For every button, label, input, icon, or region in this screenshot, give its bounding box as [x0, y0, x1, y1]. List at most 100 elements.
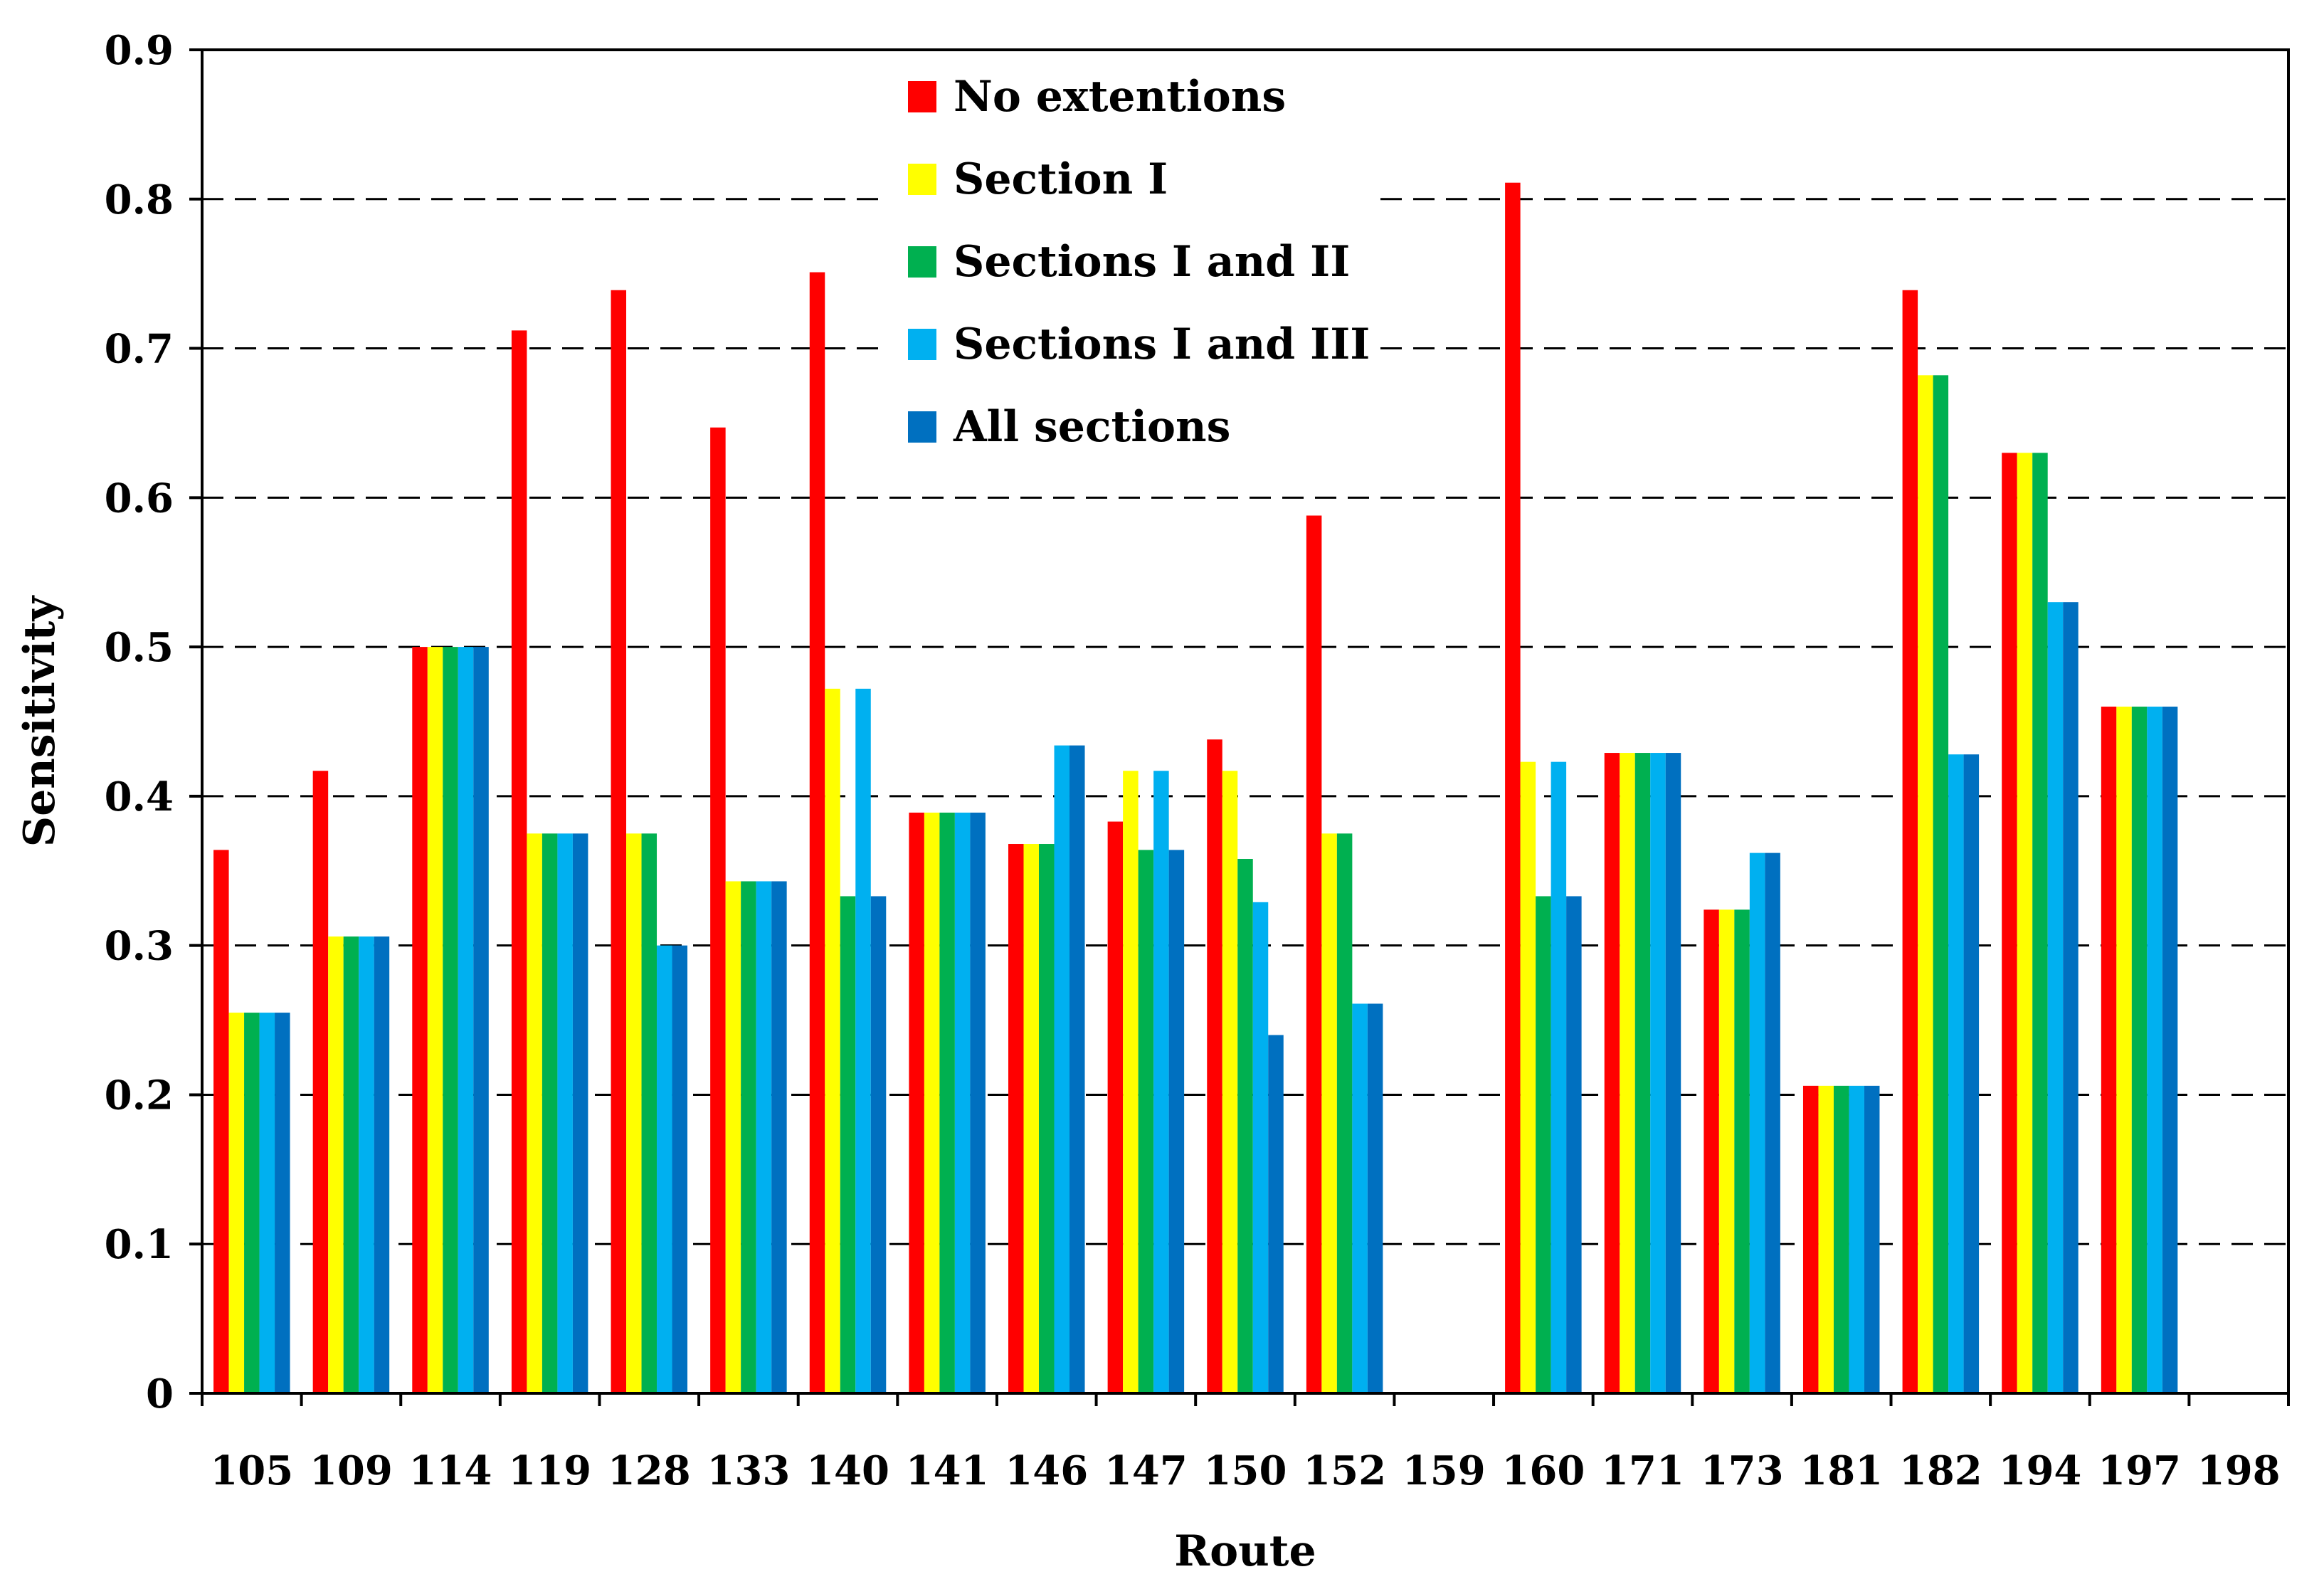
bar-160-series-2 — [1536, 896, 1551, 1393]
bar-147-series-4 — [1168, 850, 1185, 1393]
bar-197-series-0 — [2101, 707, 2117, 1393]
legend-swatch-1 — [908, 164, 936, 195]
bar-128-series-2 — [641, 833, 657, 1393]
bar-197-series-4 — [2162, 707, 2178, 1393]
y-tick-label-7: 0.7 — [105, 326, 174, 373]
bar-150-series-0 — [1207, 739, 1222, 1393]
y-tick-label-3: 0.3 — [105, 923, 174, 970]
legend-swatch-3 — [908, 329, 936, 360]
bar-173-series-0 — [1704, 909, 1719, 1393]
x-tick-label-146: 146 — [1005, 1447, 1088, 1494]
bar-160-series-3 — [1551, 761, 1567, 1393]
bar-152-series-0 — [1306, 515, 1322, 1394]
bar-160-series-0 — [1505, 182, 1521, 1394]
y-tick-label-0: 0 — [146, 1371, 174, 1418]
bar-173-series-2 — [1734, 909, 1750, 1393]
bar-182-series-2 — [1933, 375, 1949, 1393]
bar-197-series-1 — [2116, 707, 2132, 1393]
x-tick-label-181: 181 — [1800, 1447, 1883, 1494]
bar-146-series-2 — [1039, 844, 1055, 1393]
bar-194-series-1 — [2017, 453, 2033, 1393]
legend-label-1: Section I — [954, 154, 1168, 204]
x-axis: 105 109 114 119 128 133 140 141 146 147 150 152 159 1… — [201, 1393, 2290, 1494]
bar-105-series-0 — [213, 850, 229, 1393]
legend-swatch-2 — [908, 246, 936, 278]
y-tick-label-2: 0.2 — [105, 1072, 174, 1119]
bar-171-series-4 — [1665, 753, 1681, 1393]
bar-109-series-0 — [312, 771, 329, 1393]
x-tick-label-171: 171 — [1601, 1447, 1684, 1494]
bar-114-series-2 — [443, 647, 458, 1393]
x-tick-label-147: 147 — [1104, 1447, 1188, 1494]
bar-114-series-3 — [458, 647, 474, 1393]
x-tick-label-114: 114 — [409, 1447, 492, 1494]
bar-194-series-4 — [2063, 602, 2079, 1394]
y-tick-label-6: 0.6 — [105, 475, 174, 522]
bar-146-series-4 — [1069, 745, 1085, 1393]
bar-194-series-0 — [2002, 453, 2017, 1393]
bar-181-series-3 — [1849, 1085, 1864, 1393]
bar-150-series-4 — [1268, 1035, 1284, 1393]
x-tick-label-160: 160 — [1501, 1447, 1585, 1494]
x-tick-label-140: 140 — [806, 1447, 889, 1494]
bar-133-series-2 — [741, 881, 756, 1393]
x-tick-label-105: 105 — [210, 1447, 293, 1494]
bar-141-series-1 — [924, 812, 940, 1393]
bar-152-series-2 — [1336, 833, 1353, 1393]
bars — [213, 182, 2178, 1394]
x-tick-label-109: 109 — [310, 1447, 393, 1494]
bar-160-series-4 — [1566, 896, 1582, 1393]
bar-105-series-3 — [259, 1013, 275, 1393]
bar-141-series-2 — [939, 812, 955, 1393]
y-tick-label-4: 0.4 — [105, 774, 174, 820]
bar-152-series-4 — [1367, 1003, 1383, 1393]
bar-147-series-0 — [1107, 821, 1124, 1393]
bar-133-series-0 — [710, 427, 726, 1393]
x-tick-label-197: 197 — [2098, 1447, 2181, 1494]
legend-swatch-4 — [908, 411, 936, 443]
bar-133-series-4 — [771, 881, 787, 1393]
x-tick-label-150: 150 — [1204, 1447, 1287, 1494]
bar-182-series-3 — [1948, 754, 1964, 1393]
bar-109-series-3 — [359, 936, 374, 1393]
plot-area-border — [201, 48, 2290, 1395]
bar-119-series-2 — [542, 833, 558, 1393]
bar-171-series-3 — [1650, 753, 1666, 1393]
bar-128-series-1 — [626, 833, 642, 1393]
bar-105-series-1 — [228, 1013, 245, 1393]
x-tick-label-182: 182 — [1899, 1447, 1982, 1494]
legend-label-4: All sections — [953, 402, 1230, 452]
y-axis: 0 0.1 0.2 0.3 0.4 0.5 0.6 0.7 0.8 0.9 — [105, 27, 202, 1418]
bar-182-series-1 — [1918, 375, 1933, 1393]
x-tick-label-159: 159 — [1403, 1447, 1486, 1494]
x-tick-label-152: 152 — [1303, 1447, 1386, 1494]
bar-194-series-3 — [2047, 602, 2064, 1394]
bar-150-series-2 — [1237, 858, 1253, 1393]
bar-160-series-1 — [1520, 761, 1536, 1393]
bar-146-series-1 — [1023, 844, 1040, 1393]
bar-119-series-4 — [572, 833, 588, 1393]
bar-152-series-1 — [1321, 833, 1337, 1393]
bar-147-series-1 — [1123, 771, 1139, 1393]
bar-182-series-4 — [1963, 754, 1980, 1393]
bar-173-series-3 — [1749, 852, 1765, 1393]
bar-128-series-0 — [611, 290, 627, 1394]
bar-128-series-3 — [657, 945, 672, 1393]
y-tick-label-9: 0.9 — [105, 27, 174, 74]
x-tick-label-141: 141 — [906, 1447, 989, 1494]
bar-141-series-4 — [970, 812, 986, 1393]
bar-119-series-1 — [527, 833, 542, 1393]
bar-181-series-0 — [1802, 1085, 1819, 1393]
bar-114-series-4 — [473, 647, 489, 1393]
bar-147-series-3 — [1153, 771, 1169, 1393]
legend-label-0: No extentions — [954, 72, 1286, 122]
bar-140-series-2 — [840, 896, 856, 1393]
bar-181-series-1 — [1818, 1085, 1834, 1393]
bar-141-series-3 — [954, 812, 971, 1393]
bar-181-series-4 — [1864, 1085, 1880, 1393]
bar-171-series-1 — [1620, 753, 1635, 1393]
legend: No extentions Section I Sections I and II S… — [882, 58, 1380, 471]
bar-133-series-1 — [725, 881, 741, 1393]
bar-119-series-3 — [557, 833, 573, 1393]
